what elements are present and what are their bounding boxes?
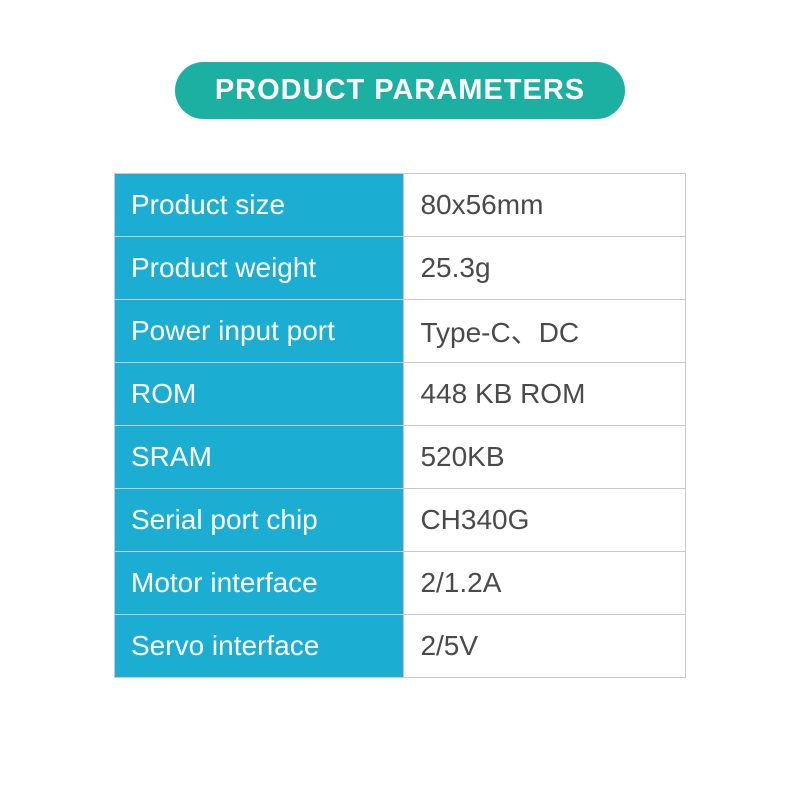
spec-label: SRAM [115,426,404,489]
table-row: Power input port Type-C、DC [115,300,686,363]
table-row: ROM 448 KB ROM [115,363,686,426]
table-row: SRAM 520KB [115,426,686,489]
table-row: Product size 80x56mm [115,174,686,237]
table-row: Servo interface 2/5V [115,615,686,678]
title-pill: PRODUCT PARAMETERS [175,62,625,119]
spec-value: 520KB [404,426,686,489]
table-row: Motor interface 2/1.2A [115,552,686,615]
spec-value: Type-C、DC [404,300,686,363]
spec-label: Servo interface [115,615,404,678]
spec-label: ROM [115,363,404,426]
spec-value: 25.3g [404,237,686,300]
spec-value: CH340G [404,489,686,552]
table-row: Product weight 25.3g [115,237,686,300]
spec-value: 2/1.2A [404,552,686,615]
spec-value: 80x56mm [404,174,686,237]
spec-value: 2/5V [404,615,686,678]
spec-label: Power input port [115,300,404,363]
table-row: Serial port chip CH340G [115,489,686,552]
spec-table-body: Product size 80x56mm Product weight 25.3… [115,174,686,678]
spec-label: Product weight [115,237,404,300]
spec-label: Motor interface [115,552,404,615]
spec-value: 448 KB ROM [404,363,686,426]
spec-table: Product size 80x56mm Product weight 25.3… [114,173,686,678]
spec-label: Serial port chip [115,489,404,552]
spec-label: Product size [115,174,404,237]
